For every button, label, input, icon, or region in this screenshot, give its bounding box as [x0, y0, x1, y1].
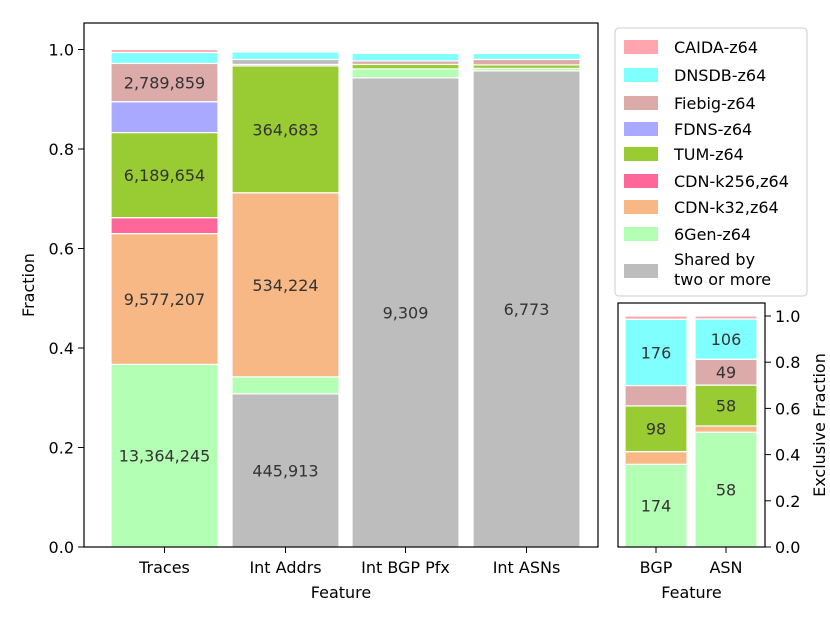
main-bar-3-seg-fiebig	[472, 58, 581, 66]
legend-swatch-tum	[624, 147, 658, 161]
main-bar-1-seg-shared	[231, 393, 340, 548]
exclusive-bar-1-seg-label: 49	[716, 363, 736, 382]
legend-label-cdnk256: CDN-k256,z64	[674, 172, 789, 191]
legend-label-caida: CAIDA-z64	[674, 38, 758, 57]
legend-swatch-fiebig	[624, 96, 658, 110]
main-bar-0-seg-label: 13,364,245	[119, 447, 211, 466]
main-bar-0-seg-fdns	[110, 101, 219, 134]
main-chart-bars: 13,364,245 9,577,207 6,189,654 2,789,859 445…	[110, 48, 581, 548]
legend-frame	[614, 27, 808, 297]
legend: CAIDA-z64 DNSDB-z64 Fiebig-z64 FDNS-z64 TUM-…	[614, 27, 808, 297]
main-x-tick-label: Int Addrs	[249, 558, 321, 577]
exclusive-y-tick-label: 0.0	[775, 538, 800, 557]
main-bar-1-seg-dnsdb	[231, 51, 340, 61]
main-bar-2-seg-tum	[351, 63, 460, 70]
main-y-tick-label: 1.0	[49, 41, 74, 60]
main-x-tick-label: Traces	[138, 558, 190, 577]
main-bar-0-seg-label: 2,789,859	[124, 74, 205, 93]
main-y-axis-title: Fraction	[19, 253, 38, 317]
main-y-tick-label: 0.6	[49, 240, 74, 259]
main-bar-0-seg-cdnk256	[110, 217, 219, 235]
main-bar-2-seg-dnsdb	[351, 52, 460, 62]
main-bar-0-seg-label: 9,577,207	[124, 290, 205, 309]
exclusive-y-tick-label: 0.4	[775, 446, 800, 465]
exclusive-bar-1-seg-cdnk32	[694, 425, 758, 433]
exclusive-x-axis-title: Feature	[661, 583, 721, 602]
main-bar-0-seg-fiebig	[110, 62, 219, 103]
main-bar-1-seg-label: 364,683	[252, 120, 318, 139]
exclusive-bar-0-seg-label: 176	[641, 343, 672, 362]
exclusive-bar-1-seg-label: 58	[716, 397, 736, 416]
main-bar-0-seg-caida	[110, 48, 219, 54]
legend-label-dnsdb: DNSDB-z64	[674, 66, 766, 85]
main-y-tick-label: 0.4	[49, 339, 74, 358]
exclusive-bar-0-seg-caida	[624, 315, 688, 320]
main-bar-2-seg-sixgen	[351, 68, 460, 79]
exclusive-bar-1-seg-label: 106	[711, 330, 742, 349]
legend-swatch-caida	[624, 40, 658, 54]
exclusive-bar-0-seg-sixgen	[624, 463, 688, 548]
exclusive-bar-0-seg-dnsdb	[624, 318, 688, 387]
legend-swatch-fdns	[624, 122, 658, 136]
exclusive-bar-1-seg-fiebig	[694, 358, 758, 386]
legend-label-sixgen: 6Gen-z64	[674, 225, 751, 244]
main-bar-2-seg-label: 9,309	[383, 303, 429, 322]
main-bar-0-seg-cdnk32	[110, 232, 219, 366]
exclusive-x-tick-label: ASN	[709, 558, 742, 577]
main-bar-1-seg-label: 534,224	[252, 276, 318, 295]
legend-label-shared-line2: two or more	[674, 270, 771, 289]
exclusive-bar-1-seg-label: 58	[716, 481, 736, 500]
exclusive-bar-0-seg-label: 98	[646, 420, 666, 439]
exclusive-y-tick-label: 1.0	[775, 307, 800, 326]
legend-swatch-cdnk256	[624, 174, 658, 188]
main-bar-3-seg-dnsdb	[472, 52, 581, 61]
exclusive-bar-1-seg-dnsdb	[694, 318, 758, 360]
main-bar-3-seg-shared	[472, 70, 581, 548]
main-chart-axes: 0.0 0.2 0.4 0.6 0.8 1.0 Traces Int Addrs Int BGP…	[19, 22, 599, 602]
main-x-tick-label: Int ASNs	[493, 558, 561, 577]
main-bar-1-seg-cdnk32	[231, 192, 340, 378]
legend-swatch-cdnk32	[624, 200, 658, 214]
legend-swatch-dnsdb	[624, 68, 658, 82]
main-x-tick-label: Int BGP Pfx	[361, 558, 450, 577]
main-y-tick-label: 0.0	[49, 538, 74, 557]
exclusive-bar-0-seg-label: 174	[641, 497, 672, 516]
exclusive-plot-frame	[617, 302, 766, 548]
main-bar-1-seg-label: 445,913	[252, 461, 318, 480]
main-y-tick-label: 0.2	[49, 439, 74, 458]
exclusive-bar-1-seg-caida	[694, 315, 758, 320]
main-bar-3-seg-label: 6,773	[504, 300, 550, 319]
legend-label-cdnk32: CDN-k32,z64	[674, 198, 779, 217]
main-bar-0-seg-sixgen	[110, 363, 219, 548]
main-y-tick-label: 0.8	[49, 140, 74, 159]
legend-swatch-sixgen	[624, 227, 658, 241]
legend-label-tum: TUM-z64	[673, 145, 744, 164]
exclusive-bar-0-seg-cdnk32	[624, 450, 688, 465]
legend-label-shared: Shared by	[674, 250, 755, 269]
legend-swatch-shared	[624, 264, 658, 278]
exclusive-chart-axes: 0.0 0.2 0.4 0.6 0.8 1.0 BGP ASN Feature Exclusive…	[617, 302, 829, 602]
main-plot-frame	[83, 22, 599, 548]
main-bar-0-seg-dnsdb	[110, 51, 219, 65]
legend-label-fdns: FDNS-z64	[674, 120, 752, 139]
exclusive-y-axis-title: Exclusive Fraction	[810, 353, 829, 497]
main-bar-1-seg-tum	[231, 65, 340, 194]
exclusive-y-tick-label: 0.8	[775, 353, 800, 372]
exclusive-bar-1-seg-sixgen	[694, 431, 758, 548]
main-bar-1-seg-shared	[231, 58, 340, 66]
main-x-axis-title: Feature	[311, 583, 371, 602]
main-bar-1-seg-sixgen	[231, 376, 340, 395]
exclusive-y-tick-label: 0.6	[775, 399, 800, 418]
exclusive-y-tick-label: 0.2	[775, 492, 800, 511]
exclusive-chart-bars: 174 98 176 58 58 49 106	[624, 315, 758, 548]
exclusive-x-tick-label: BGP	[640, 558, 673, 577]
main-bar-0-seg-label: 6,189,654	[124, 166, 205, 185]
exclusive-bar-0-seg-tum	[624, 405, 688, 453]
main-bar-2-seg-shared	[351, 77, 460, 548]
exclusive-bar-0-seg-fiebig	[624, 384, 688, 407]
legend-label-fiebig: Fiebig-z64	[674, 94, 756, 113]
